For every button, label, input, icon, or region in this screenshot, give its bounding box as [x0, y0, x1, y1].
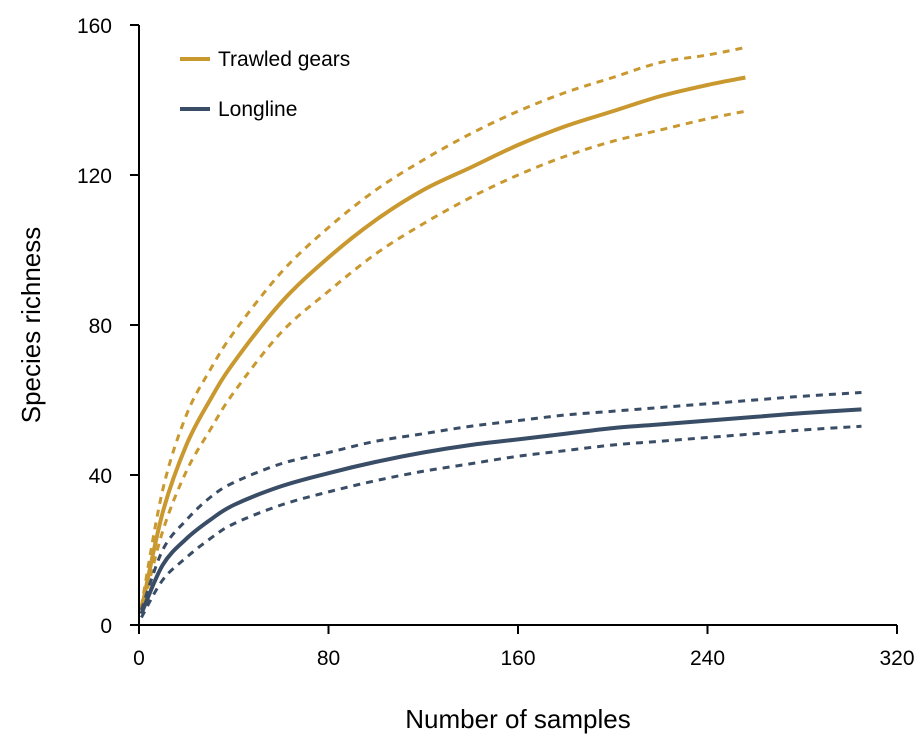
y-axis-title: Species richness [16, 227, 46, 424]
legend-label: Trawled gears [218, 48, 350, 71]
x-tick-label: 320 [879, 647, 914, 670]
legend-label: Longline [218, 98, 297, 121]
series-line-longline-upper-ci [139, 391, 862, 611]
series-line-longline [139, 407, 862, 615]
y-tick-label: 120 [77, 165, 112, 188]
legend: Trawled gears Longline [180, 48, 350, 121]
series-line-trawled-gears-upper-ci [139, 46, 746, 607]
x-tick-label: 0 [133, 647, 145, 670]
x-tick-label: 240 [690, 647, 725, 670]
series-line-trawled-gears [139, 75, 746, 611]
axes-layer: 0 80 160 240 320 0 40 80 120 160 [77, 15, 915, 670]
x-axis-title: Number of samples [405, 704, 630, 734]
x-tick-label: 160 [500, 647, 535, 670]
series-line-longline-lower-ci [140, 424, 862, 619]
series-layer [139, 46, 862, 619]
y-tick-label: 40 [89, 465, 112, 488]
x-tick-label: 80 [317, 647, 340, 670]
y-tick-label: 0 [100, 615, 112, 638]
y-tick-label: 160 [77, 15, 112, 38]
y-tick-label: 80 [89, 315, 112, 338]
series-line-trawled-gears-lower-ci [139, 109, 746, 615]
